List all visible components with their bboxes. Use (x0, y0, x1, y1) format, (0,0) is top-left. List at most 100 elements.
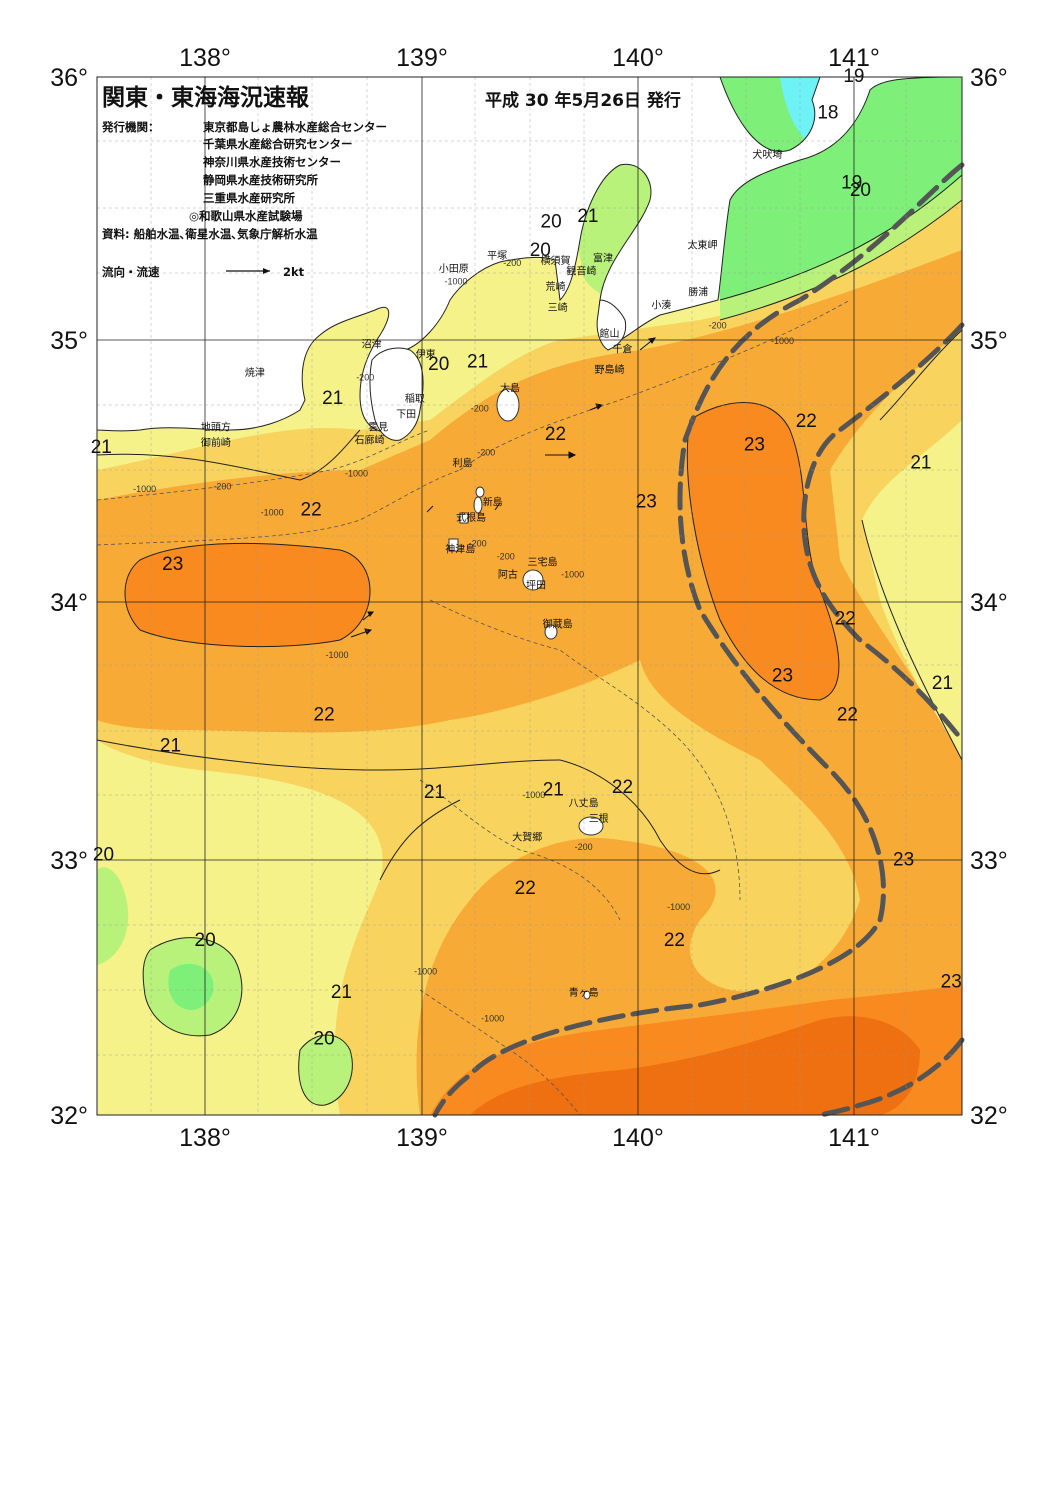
lat-label: 33° (50, 847, 88, 875)
place-name: 稲取 (405, 393, 425, 405)
place-name: 平塚 (487, 250, 507, 262)
place-name: 小湊 (651, 298, 671, 311)
land (96, 76, 963, 441)
isotherm-label: 20 (428, 354, 449, 375)
shikinejima-island (459, 512, 469, 524)
lat-label: 34° (50, 589, 88, 617)
place-name: 野島崎 (595, 363, 625, 376)
isotherm-label: 22 (515, 878, 536, 899)
isotherm-label: 23 (772, 665, 793, 686)
lon-label: 140° (612, 1124, 664, 1152)
depth-label: -1000 (481, 1013, 504, 1023)
depth-label: -200 (213, 481, 231, 491)
lat-label: 35° (50, 327, 88, 355)
place-name: 犬吠埼 (752, 148, 782, 161)
isotherm-label: 23 (744, 435, 765, 456)
isotherms (96, 174, 963, 1106)
depth-label: -200 (477, 448, 495, 458)
place-name: 阿古 (498, 568, 518, 581)
depth-label: -1000 (771, 336, 794, 346)
issuer-label: 発行機関： (101, 120, 160, 134)
isotherm-label: 23 (162, 554, 183, 575)
place-name: 雲見 (368, 421, 388, 433)
isotherm-label: 22 (301, 499, 322, 520)
lat-label: 36° (50, 64, 88, 92)
lat-label: 36° (970, 64, 1008, 92)
isotherm-label: 21 (910, 453, 931, 474)
lon-label: 141° (828, 1124, 880, 1152)
isotherm-label: 21 (577, 206, 598, 227)
isotherm-label: 21 (160, 736, 181, 757)
issuer-item: ◎和歌山県水産試験場 (189, 209, 303, 223)
place-name: 利島 (453, 457, 473, 470)
hachijojima-island (578, 816, 604, 836)
current-vectors (350, 337, 656, 638)
place-name: 大島 (500, 381, 520, 394)
lat-label: 32° (50, 1102, 88, 1130)
place-name: 三根 (589, 812, 609, 825)
isotherm-label: 23 (893, 850, 914, 871)
graticule (96, 76, 963, 1116)
toshima-island (475, 486, 485, 498)
depth-label: -1000 (261, 507, 284, 517)
lat-label: 35° (970, 327, 1008, 355)
place-name: 太東岬 (688, 239, 718, 252)
depth-label: -1000 (133, 484, 156, 494)
place-name: 伊東 (416, 348, 436, 361)
isotherm-label: 19 (843, 66, 864, 87)
isotherm-label: 20 (93, 845, 114, 866)
isotherm-label: 18 (817, 102, 838, 123)
place-name: 観音崎 (566, 265, 596, 278)
depth-label: -200 (497, 551, 515, 561)
issuer-item: 静岡県水産技術研究所 (203, 173, 318, 187)
issuer-item: 千葉県水産総合研究センター (203, 137, 353, 151)
place-name: 三宅島 (528, 555, 558, 568)
depth-label: -1000 (561, 570, 584, 580)
place-name: 下田 (396, 409, 416, 420)
depth-label: -1000 (414, 967, 437, 977)
lon-labels-top: 138° 139° 140° 141° (179, 44, 880, 72)
place-name: 御前崎 (201, 436, 231, 449)
isotherm-label: 21 (331, 982, 352, 1003)
place-name: 御蔵島 (543, 618, 573, 631)
isotherm-label: 21 (932, 673, 953, 694)
header: 関東・東海海況速報 平成 30 年5月26日 発行 発行機関： 東京都島しょ農林… (101, 84, 681, 279)
niijima-island (473, 496, 483, 514)
place-name: 焼津 (245, 367, 265, 379)
depth-label: -1000 (345, 468, 368, 478)
legend-value: 2kt (283, 265, 305, 279)
place-name: 富津 (593, 252, 613, 265)
isotherm-label: 21 (322, 388, 343, 409)
kozushima-island (448, 538, 459, 552)
depth-label: -200 (503, 258, 521, 268)
lon-label: 138° (179, 1124, 231, 1152)
issuer-item: 東京都島しょ農林水産総合センター (203, 120, 387, 134)
isotherm-label: 21 (424, 782, 445, 803)
lat-labels-left: 36° 35° 34° 33° 32° (50, 64, 88, 1130)
isotherm-label: 21 (91, 437, 112, 458)
isotherm-label: 19 (841, 172, 862, 193)
place-name: 新島 (483, 496, 503, 509)
data-sources: 資料: 船舶水温､衛星水温､気象庁解析水温 (102, 227, 318, 241)
isotherm-label: 20 (530, 240, 551, 261)
issue-date: 平成 30 年5月26日 発行 (485, 90, 681, 111)
place-name: 横須賀 (541, 254, 571, 267)
lon-label: 138° (179, 44, 231, 72)
isotherm-label: 22 (612, 777, 633, 798)
lat-label: 32° (970, 1102, 1008, 1130)
isotherm-label: 21 (543, 780, 564, 801)
place-name: 式根島 (456, 511, 486, 524)
isotherm-label: 22 (545, 424, 566, 445)
isotherm-label: 20 (850, 180, 871, 201)
issuer-item: 神奈川県水産技術センター (203, 155, 341, 169)
legend-arrowhead (263, 268, 270, 274)
isotherm-label: 22 (837, 704, 858, 725)
lon-label: 139° (396, 44, 448, 72)
lat-label: 34° (970, 589, 1008, 617)
kuroshio-axis (432, 162, 965, 1118)
issuer-item: 三重県水産研究所 (203, 191, 295, 205)
depth-labels: -1000-200-200-1000-200-200-200-1000-200-… (133, 258, 794, 1023)
